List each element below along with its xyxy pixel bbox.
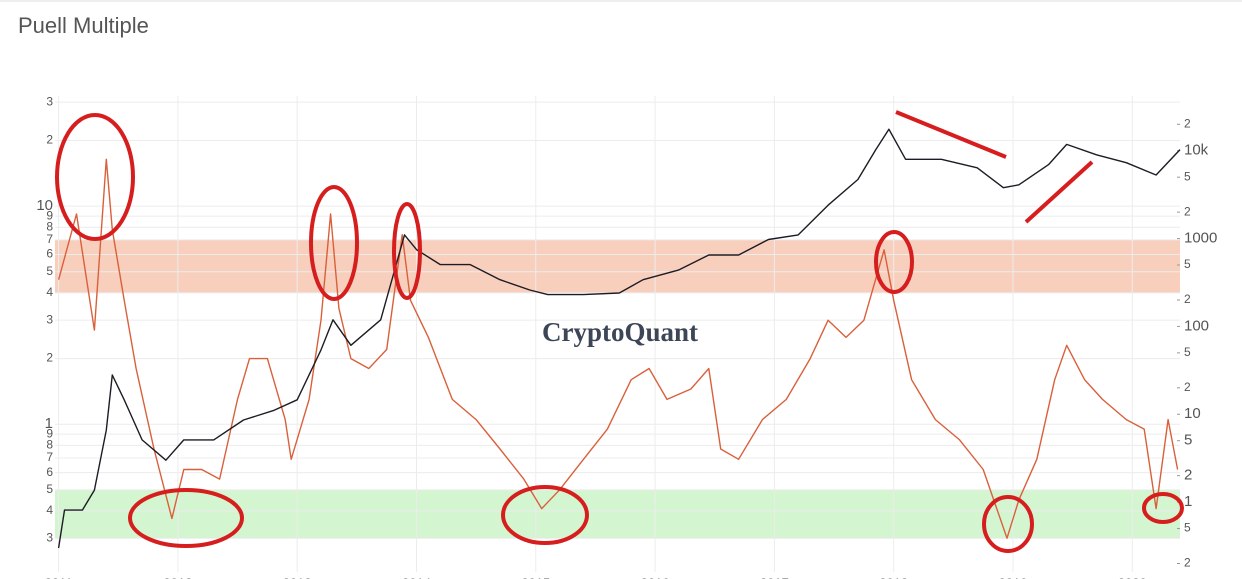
annotation-circle — [982, 495, 1034, 553]
y-tick-label: 1 — [45, 415, 53, 432]
y2-tick-label: 2 — [1184, 467, 1192, 484]
y-tick-label: 9 — [46, 208, 53, 222]
annotation-circle — [874, 230, 914, 294]
y-tick-label: 3 — [46, 94, 53, 108]
y-tick-label: 10 — [36, 197, 53, 214]
series-line — [57, 128, 1181, 549]
grid: 32109876543219876543210k5210005210052105… — [36, 94, 1217, 579]
y2-tick-label: 10k — [1184, 142, 1209, 159]
x-tick-label: 2012 — [163, 575, 192, 579]
y2-tick-label: 5 — [1184, 257, 1191, 271]
y2-tick-label: 2 — [1184, 292, 1191, 306]
y-tick-label: 7 — [46, 450, 53, 464]
band — [55, 239, 1180, 293]
y-tick-label: 2 — [46, 133, 53, 147]
annotation-line — [1024, 160, 1094, 224]
annotation-circle — [128, 488, 244, 548]
watermark: CryptoQuant — [542, 317, 698, 347]
annotations — [55, 110, 1184, 553]
y2-tick-label: 5 — [1184, 169, 1191, 183]
y-tick-label: 4 — [46, 285, 53, 299]
y2-tick-label: 5 — [1184, 432, 1192, 449]
annotation-circle — [501, 485, 589, 545]
y-tick-label: 8 — [46, 219, 53, 233]
y2-tick-label: 1 — [1184, 493, 1192, 510]
y2-tick-label: 1000 — [1184, 230, 1217, 247]
y-tick-label: 5 — [46, 264, 53, 278]
y-tick-label: 4 — [46, 503, 53, 517]
chart-title: Puell Multiple — [18, 13, 149, 38]
annotation-line — [895, 110, 1007, 159]
bands — [55, 239, 1180, 539]
annotation-circle — [55, 113, 135, 241]
annotation-circle — [309, 185, 359, 301]
y-tick-label: 2 — [46, 351, 53, 365]
x-tick-label: 2014 — [402, 575, 431, 579]
y2-tick-label: 2 — [1184, 380, 1191, 394]
y-tick-label: 3 — [46, 312, 53, 326]
y-tick-label: 5 — [46, 482, 53, 496]
x-tick-label: 2018 — [879, 575, 908, 579]
y2-tick-label: 5 — [1184, 345, 1191, 359]
y2-tick-label: 100 — [1184, 317, 1209, 334]
y2-tick-label: 10 — [1184, 405, 1201, 422]
y2-tick-label: 5 — [1184, 521, 1191, 535]
y-tick-label: 6 — [46, 247, 53, 261]
x-tick-label: 2013 — [283, 575, 312, 579]
y2-tick-label: 2 — [1184, 116, 1191, 130]
x-tick-label: 2016 — [641, 575, 670, 579]
y-tick-label: 8 — [46, 438, 53, 452]
y2-tick-label: 2 — [1184, 556, 1191, 570]
x-tick-label: 2015 — [521, 575, 550, 579]
y-tick-label: 6 — [46, 465, 53, 479]
x-tick-label: 2017 — [760, 575, 789, 579]
y2-tick-label: 2 — [1184, 204, 1191, 218]
series-line — [57, 158, 1179, 539]
plot — [57, 128, 1181, 549]
y-tick-label: 3 — [46, 530, 53, 544]
x-tick-label: 2011 — [45, 575, 73, 579]
x-tick-label: 2019 — [999, 575, 1028, 579]
y-tick-label: 9 — [46, 426, 53, 440]
annotation-circle — [1142, 492, 1184, 524]
y-tick-label: 7 — [46, 232, 53, 246]
x-tick-label: 2020 — [1118, 575, 1147, 579]
annotation-circle — [392, 202, 422, 300]
